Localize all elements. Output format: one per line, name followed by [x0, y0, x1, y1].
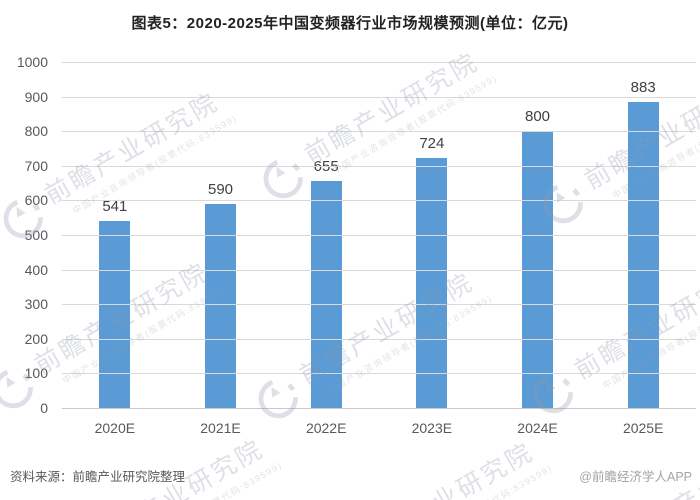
- gridline: [62, 373, 696, 375]
- y-tick-label: 600: [24, 192, 48, 209]
- bar-2025E: [627, 102, 659, 408]
- gridline: [62, 96, 696, 98]
- bar-slot: 541: [62, 62, 168, 408]
- bar-2022E: [310, 181, 342, 408]
- y-tick-label: 300: [24, 296, 48, 313]
- y-axis: 1000 900 800 700 600 500 400 300 200 100 0: [0, 54, 52, 416]
- bar-value-label: 724: [419, 134, 445, 152]
- source-note: 资料来源：前瞻产业研究院整理: [10, 470, 186, 484]
- gridline: [62, 62, 696, 63]
- x-tick-label: 2020E: [94, 420, 136, 436]
- y-tick-label: 800: [24, 123, 48, 140]
- x-axis: 2020E 2021E 2022E 2023E 2024E 2025E: [62, 417, 696, 439]
- chart-title: 图表5：2020-2025年中国变频器行业市场规模预测(单位：亿元): [131, 15, 569, 32]
- bar-slot: 655: [273, 62, 379, 408]
- x-tick-label: 2023E: [411, 420, 453, 436]
- bar-slot: 724: [379, 62, 485, 408]
- y-tick-label: 1000: [16, 54, 48, 70]
- x-tick-label: 2025E: [622, 420, 664, 436]
- gridline: [62, 200, 696, 202]
- plot-area: 541 590 655 724 800 883: [62, 62, 696, 409]
- y-tick-label: 500: [24, 227, 48, 243]
- bar-2023E: [416, 157, 448, 408]
- x-tick-label: 2021E: [200, 420, 241, 436]
- bar-value-label: 883: [630, 79, 656, 97]
- y-tick-label: 900: [24, 88, 48, 105]
- bar-value-label: 800: [525, 108, 551, 126]
- gridline: [62, 131, 696, 133]
- bar-slot: 883: [590, 62, 696, 408]
- gridline: [62, 269, 696, 271]
- y-tick-label: 200: [24, 330, 48, 347]
- gridline: [62, 165, 696, 167]
- bar-value-label: 655: [313, 158, 339, 176]
- gridline: [62, 338, 696, 340]
- credit-note: @前瞻经济学人APP: [579, 470, 692, 484]
- bar-value-label: 541: [102, 197, 128, 215]
- x-tick-label: 2024E: [517, 420, 558, 436]
- gridline: [62, 304, 696, 306]
- bar-2020E: [99, 220, 131, 408]
- y-tick-label: 700: [24, 157, 48, 174]
- x-tick-label: 2022E: [305, 420, 347, 436]
- footer: 资料来源：前瞻产业研究院整理 @前瞻经济学人APP: [0, 466, 700, 490]
- y-tick-label: 100: [24, 365, 48, 382]
- y-tick-label: 0: [40, 400, 48, 416]
- gridline: [62, 235, 696, 236]
- bar-value-label: 590: [207, 180, 234, 198]
- y-tick-label: 400: [24, 261, 48, 278]
